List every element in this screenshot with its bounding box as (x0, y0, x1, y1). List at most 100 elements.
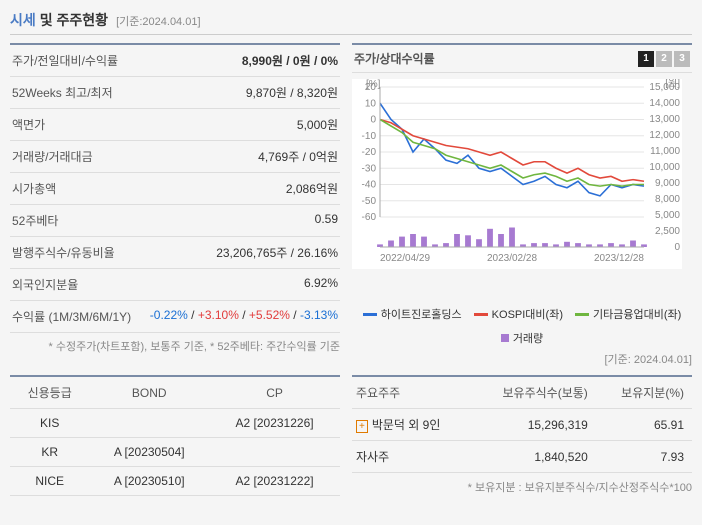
chart-panel: 주가/상대수익률 123 -60-50-40-30-20-100102015,0… (352, 43, 692, 369)
returns-value: -0.22% / +3.10% / +5.52% / -3.13% (150, 308, 338, 325)
shareholder-pct: 65.91 (596, 409, 692, 441)
svg-text:-50: -50 (362, 196, 377, 207)
svg-text:2023/12/28: 2023/12/28 (594, 253, 644, 264)
svg-text:-40: -40 (362, 180, 377, 191)
chart-asof: [기준: 2024.04.01] (352, 349, 692, 369)
summary-value: 9,870원 / 8,320원 (246, 84, 338, 101)
svg-text:12,000: 12,000 (649, 130, 680, 141)
title-main: 및 주주현황 (40, 10, 108, 30)
chart-tab-1[interactable]: 1 (638, 51, 654, 67)
summary-label: 액면가 (12, 116, 45, 133)
shareholder-shares: 15,296,319 (471, 409, 596, 441)
legend-item: 기타금융업대비(좌) (575, 306, 681, 322)
summary-row: 52주베타 0.59 (10, 205, 340, 237)
shareholder-header: 보유주식수(보통) (471, 376, 596, 409)
svg-text:0: 0 (370, 115, 376, 126)
shareholder-shares: 1,840,520 (471, 441, 596, 473)
summary-label: 52주베타 (12, 212, 58, 229)
summary-value: 2,086억원 (286, 180, 338, 197)
svg-text:-10: -10 (362, 131, 377, 142)
svg-text:2022/04/29: 2022/04/29 (380, 253, 430, 264)
page-header: 시세 및 주주현황 [기준:2024.04.01] (10, 10, 692, 35)
summary-label: 거래량/거래대금 (12, 148, 93, 165)
title-highlight: 시세 (10, 10, 36, 30)
legend-item: 하이트진로홀딩스 (363, 306, 462, 322)
summary-value: 23,206,765주 / 26.16% (216, 244, 338, 261)
table-row: NICEA [20230510]A2 [20231222] (10, 467, 340, 496)
svg-text:-60: -60 (362, 212, 377, 223)
shareholder-header: 주요주주 (352, 376, 471, 409)
summary-footnote: * 수정주가(차트포함), 보통주 기준, * 52주베타: 주간수익률 기준 (10, 333, 340, 359)
summary-label: 외국인지분율 (12, 276, 78, 293)
svg-text:[%]: [%] (366, 79, 381, 90)
credit-table: 신용등급BONDCP KISA2 [20231226]KRA [20230504… (10, 375, 340, 496)
svg-text:0: 0 (674, 242, 680, 253)
returns-row: 수익률 (1M/3M/6M/1Y) -0.22% / +3.10% / +5.5… (10, 301, 340, 333)
svg-text:-30: -30 (362, 163, 377, 174)
summary-value: 4,769주 / 0억원 (258, 148, 338, 165)
credit-bond: A [20230504] (89, 438, 209, 467)
svg-text:8,000: 8,000 (655, 194, 680, 205)
shareholder-header: 보유지분(%) (596, 376, 692, 409)
chart-title: 주가/상대수익률 (354, 50, 435, 67)
return-chart: -60-50-40-30-20-100102015,00014,00013,00… (352, 79, 682, 269)
shareholder-pct: 7.93 (596, 441, 692, 473)
summary-value: 5,000원 (297, 116, 338, 133)
credit-header: CP (209, 376, 340, 409)
credit-header: BOND (89, 376, 209, 409)
summary-row: 액면가 5,000원 (10, 109, 340, 141)
svg-text:10: 10 (365, 98, 377, 109)
expand-icon[interactable]: + (356, 420, 368, 433)
summary-label: 발행주식수/유동비율 (12, 244, 115, 261)
shareholders-footnote: * 보유지분 : 보유지분주식수/지수산정주식수*100 (352, 473, 692, 501)
credit-header: 신용등급 (10, 376, 89, 409)
credit-agency: NICE (10, 467, 89, 496)
legend-item: 거래량 (501, 330, 543, 346)
svg-text:[원]: [원] (665, 79, 680, 89)
summary-label: 52Weeks 최고/최저 (12, 84, 113, 101)
summary-value: 6.92% (304, 276, 338, 293)
svg-text:2,500: 2,500 (655, 226, 680, 237)
summary-row: 발행주식수/유동비율 23,206,765주 / 26.16% (10, 237, 340, 269)
summary-row: 시가총액 2,086억원 (10, 173, 340, 205)
chart-legend: 하이트진로홀딩스 KOSPI대비(좌) 기타금융업대비(좌) 거래량 (352, 303, 692, 349)
shareholder-name: +박문덕 외 9인 (352, 409, 471, 441)
svg-text:10,000: 10,000 (649, 162, 680, 173)
summary-row: 주가/전일대비/수익률 8,990원 / 0원 / 0% (10, 43, 340, 77)
summary-label: 주가/전일대비/수익률 (12, 52, 118, 69)
credit-cp: A2 [20231222] (209, 467, 340, 496)
legend-item: KOSPI대비(좌) (474, 306, 563, 322)
summary-row: 거래량/거래대금 4,769주 / 0억원 (10, 141, 340, 173)
table-row: KIS A2 [20231226] (10, 409, 340, 438)
summary-value: 0.59 (315, 212, 338, 229)
asof-date: [기준:2024.04.01] (116, 13, 200, 29)
shareholder-name: 자사주 (352, 441, 471, 473)
credit-agency: KR (10, 438, 89, 467)
summary-value: 8,990원 / 0원 / 0% (242, 52, 338, 69)
table-row: KRA [20230504] (10, 438, 340, 467)
chart-tab-2[interactable]: 2 (656, 51, 672, 67)
shareholders-table: 주요주주보유주식수(보통)보유지분(%) +박문덕 외 9인15,296,319… (352, 375, 692, 473)
svg-text:11,000: 11,000 (650, 146, 680, 157)
credit-panel: 신용등급BONDCP KISA2 [20231226]KRA [20230504… (10, 375, 340, 501)
svg-text:5,000: 5,000 (655, 210, 680, 221)
table-row: +박문덕 외 9인15,296,31965.91 (352, 409, 692, 441)
svg-text:-20: -20 (362, 147, 377, 158)
summary-row: 외국인지분율 6.92% (10, 269, 340, 301)
table-row: 자사주1,840,5207.93 (352, 441, 692, 473)
chart-tabs: 123 (638, 51, 690, 67)
credit-cp (209, 438, 340, 467)
returns-label: 수익률 (1M/3M/6M/1Y) (12, 308, 131, 325)
shareholders-panel: 주요주주보유주식수(보통)보유지분(%) +박문덕 외 9인15,296,319… (352, 375, 692, 501)
svg-text:9,000: 9,000 (655, 178, 680, 189)
credit-bond (89, 409, 209, 438)
svg-text:14,000: 14,000 (649, 98, 680, 109)
credit-agency: KIS (10, 409, 89, 438)
summary-row: 52Weeks 최고/최저 9,870원 / 8,320원 (10, 77, 340, 109)
credit-bond: A [20230510] (89, 467, 209, 496)
svg-text:13,000: 13,000 (649, 114, 680, 125)
summary-label: 시가총액 (12, 180, 56, 197)
summary-panel: 주가/전일대비/수익률 8,990원 / 0원 / 0% 52Weeks 최고/최저… (10, 43, 340, 369)
chart-tab-3[interactable]: 3 (674, 51, 690, 67)
credit-cp: A2 [20231226] (209, 409, 340, 438)
